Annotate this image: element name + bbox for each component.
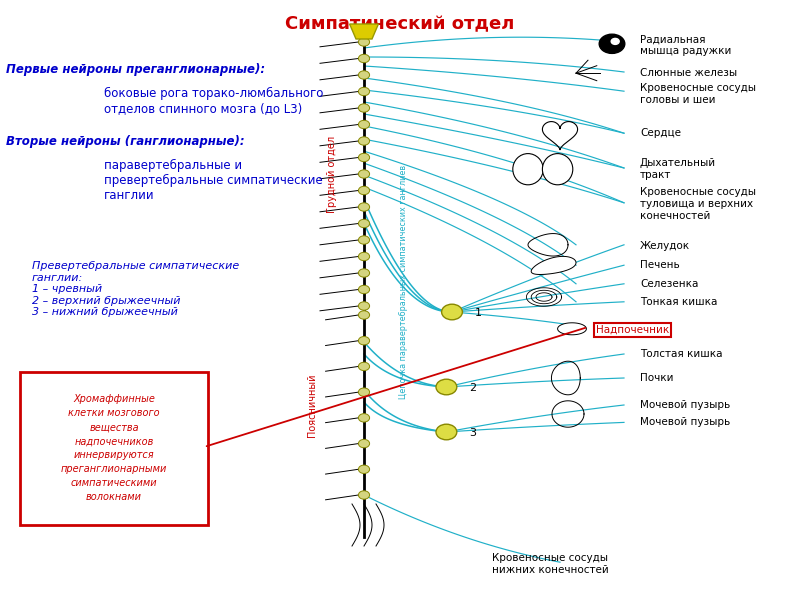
- Circle shape: [358, 439, 370, 448]
- Text: Первые нейроны преганглионарные):: Первые нейроны преганглионарные):: [6, 63, 266, 76]
- Text: Превертебральные симпатические
ганглии:
1 – чревный
2 – верхний брыжеечный
3 – н: Превертебральные симпатические ганглии: …: [32, 261, 239, 317]
- Polygon shape: [350, 24, 378, 39]
- Circle shape: [358, 302, 370, 310]
- Text: 2: 2: [470, 383, 477, 393]
- Text: Надпочечник: Надпочечник: [596, 325, 670, 335]
- Text: Мочевой пузырь: Мочевой пузырь: [640, 418, 730, 427]
- Circle shape: [358, 252, 370, 260]
- Circle shape: [358, 137, 370, 145]
- Text: Вторые нейроны (ганглионарные):: Вторые нейроны (ганглионарные):: [6, 135, 245, 148]
- Circle shape: [611, 38, 619, 44]
- Circle shape: [358, 311, 370, 319]
- Circle shape: [358, 220, 370, 228]
- Text: Кровеносные сосуды
нижних конечностей: Кровеносные сосуды нижних конечностей: [492, 553, 609, 575]
- Circle shape: [358, 413, 370, 422]
- Polygon shape: [558, 323, 586, 335]
- Circle shape: [358, 362, 370, 371]
- Text: Радиальная
мышца радужки: Радиальная мышца радужки: [640, 34, 731, 56]
- Circle shape: [358, 120, 370, 129]
- Circle shape: [442, 304, 462, 320]
- Circle shape: [358, 104, 370, 112]
- Text: Симпатический отдел: Симпатический отдел: [286, 15, 514, 33]
- Text: Желудок: Желудок: [640, 241, 690, 251]
- Circle shape: [358, 153, 370, 162]
- Text: Мочевой пузырь: Мочевой пузырь: [640, 400, 730, 410]
- Text: 3: 3: [470, 428, 477, 438]
- Text: паравертебральные и
превертебральные симпатические
ганглии: паравертебральные и превертебральные сим…: [104, 159, 322, 202]
- Circle shape: [358, 203, 370, 211]
- Text: Хромаффинные
клетки мозгового
вещества
надпочечников
иннервируются
преганглионар: Хромаффинные клетки мозгового вещества н…: [61, 395, 167, 503]
- Text: Почки: Почки: [640, 373, 674, 383]
- Polygon shape: [531, 256, 576, 274]
- Circle shape: [358, 465, 370, 473]
- FancyBboxPatch shape: [20, 372, 208, 525]
- Text: Грудной отдел: Грудной отдел: [327, 136, 337, 212]
- Circle shape: [436, 424, 457, 440]
- Text: боковые рога торако-люмбального
отделов спинного мозга (до L3): боковые рога торако-люмбального отделов …: [104, 87, 323, 115]
- Text: 1: 1: [475, 308, 482, 318]
- Circle shape: [358, 54, 370, 63]
- Circle shape: [358, 170, 370, 178]
- Circle shape: [358, 71, 370, 79]
- Text: Дыхательный
тракт: Дыхательный тракт: [640, 158, 716, 180]
- Circle shape: [358, 236, 370, 244]
- Circle shape: [358, 186, 370, 194]
- Circle shape: [599, 34, 625, 53]
- Ellipse shape: [542, 154, 573, 185]
- Circle shape: [358, 38, 370, 46]
- Text: Кровеносные сосуды
головы и шеи: Кровеносные сосуды головы и шеи: [640, 83, 756, 105]
- Text: Толстая кишка: Толстая кишка: [640, 349, 722, 359]
- Text: Поясничный: Поясничный: [307, 373, 317, 437]
- Text: Кровеносные сосуды
туловища и верхних
конечностей: Кровеносные сосуды туловища и верхних ко…: [640, 187, 756, 221]
- Circle shape: [358, 491, 370, 499]
- Ellipse shape: [513, 154, 543, 185]
- Text: Слюнные железы: Слюнные железы: [640, 68, 737, 78]
- Circle shape: [358, 87, 370, 95]
- Text: Селезенка: Селезенка: [640, 279, 698, 289]
- Text: Печень: Печень: [640, 260, 680, 270]
- Text: Надпочечник: Надпочечник: [596, 325, 670, 335]
- Circle shape: [436, 379, 457, 395]
- Text: Сердце: Сердце: [640, 128, 681, 138]
- Circle shape: [358, 285, 370, 293]
- Circle shape: [358, 269, 370, 277]
- Circle shape: [358, 388, 370, 397]
- Text: Цепочка паравертебральных симпатических ганглиев: Цепочка паравертебральных симпатических …: [399, 165, 409, 399]
- Text: Тонкая кишка: Тонкая кишка: [640, 297, 718, 307]
- Circle shape: [358, 337, 370, 345]
